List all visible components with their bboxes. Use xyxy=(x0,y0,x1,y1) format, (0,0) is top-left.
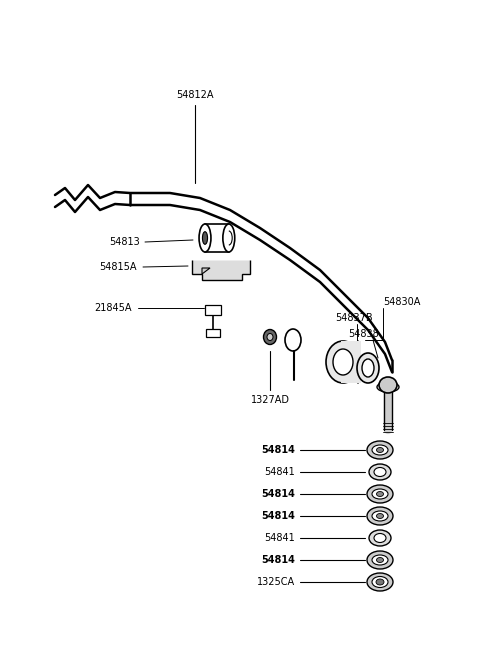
Ellipse shape xyxy=(377,382,399,392)
Text: 54841: 54841 xyxy=(264,467,295,477)
Ellipse shape xyxy=(362,359,374,377)
Bar xyxy=(341,341,361,383)
Text: 54815A: 54815A xyxy=(99,262,137,272)
Ellipse shape xyxy=(367,485,393,503)
Ellipse shape xyxy=(367,507,393,525)
Ellipse shape xyxy=(367,551,393,569)
Text: 54841: 54841 xyxy=(264,533,295,543)
Ellipse shape xyxy=(264,330,276,344)
Ellipse shape xyxy=(326,341,360,383)
Ellipse shape xyxy=(376,558,384,562)
Ellipse shape xyxy=(369,464,391,480)
Ellipse shape xyxy=(374,468,386,476)
Ellipse shape xyxy=(376,514,384,518)
Polygon shape xyxy=(202,268,210,274)
Text: 21845A: 21845A xyxy=(95,303,132,313)
Ellipse shape xyxy=(372,445,388,455)
Ellipse shape xyxy=(374,533,386,543)
Ellipse shape xyxy=(333,349,353,375)
Ellipse shape xyxy=(369,530,391,546)
Polygon shape xyxy=(192,260,250,280)
Ellipse shape xyxy=(367,441,393,459)
Text: 54814: 54814 xyxy=(261,555,295,565)
Ellipse shape xyxy=(223,224,235,252)
Ellipse shape xyxy=(199,224,211,252)
Ellipse shape xyxy=(376,491,384,497)
Ellipse shape xyxy=(376,447,384,453)
Text: 54830A: 54830A xyxy=(383,297,420,307)
Text: 54814: 54814 xyxy=(261,445,295,455)
Bar xyxy=(205,305,221,315)
Ellipse shape xyxy=(367,573,393,591)
Ellipse shape xyxy=(267,334,273,340)
Text: 54814: 54814 xyxy=(261,511,295,521)
Ellipse shape xyxy=(203,232,207,244)
Text: 54813: 54813 xyxy=(109,237,140,247)
Ellipse shape xyxy=(379,377,397,393)
Text: 54837B: 54837B xyxy=(335,313,372,323)
Ellipse shape xyxy=(372,511,388,521)
Ellipse shape xyxy=(376,579,384,585)
Text: 1325CA: 1325CA xyxy=(257,577,295,587)
Ellipse shape xyxy=(372,489,388,499)
Text: 54812A: 54812A xyxy=(176,90,214,100)
Ellipse shape xyxy=(357,353,379,383)
Text: 1327AD: 1327AD xyxy=(251,395,289,405)
Ellipse shape xyxy=(372,576,388,587)
Text: 54838: 54838 xyxy=(348,329,379,339)
Ellipse shape xyxy=(372,555,388,565)
Bar xyxy=(206,329,220,337)
Text: 54814: 54814 xyxy=(261,489,295,499)
